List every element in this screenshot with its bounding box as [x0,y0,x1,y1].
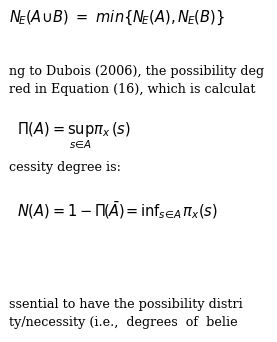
Text: $\mathit{N}_{\!E}(A\!\cup\! B)\ =\ \mathit{min}\{\mathit{N}_{\!E}(A),\mathit{N}_: $\mathit{N}_{\!E}(A\!\cup\! B)\ =\ \math… [9,9,225,27]
Text: cessity degree is:: cessity degree is: [9,161,121,174]
Text: $\Pi(A) = \sup_{s\in A}\pi_x(s)$: $\Pi(A) = \sup_{s\in A}\pi_x(s)$ [17,120,131,150]
Text: red in Equation (16), which is calculat: red in Equation (16), which is calculat [9,83,256,96]
Text: ty/necessity (i.e.,  degrees  of  belie: ty/necessity (i.e., degrees of belie [9,316,238,329]
Text: $N(A) = 1 - \Pi\!\left(\bar{A}\right)\!= \inf_{s\in A}\pi_x(s)$: $N(A) = 1 - \Pi\!\left(\bar{A}\right)\!=… [17,200,218,221]
Text: ng to Dubois (2006), the possibility deg: ng to Dubois (2006), the possibility deg [9,65,265,78]
Text: ssential to have the possibility distri: ssential to have the possibility distri [9,298,243,311]
